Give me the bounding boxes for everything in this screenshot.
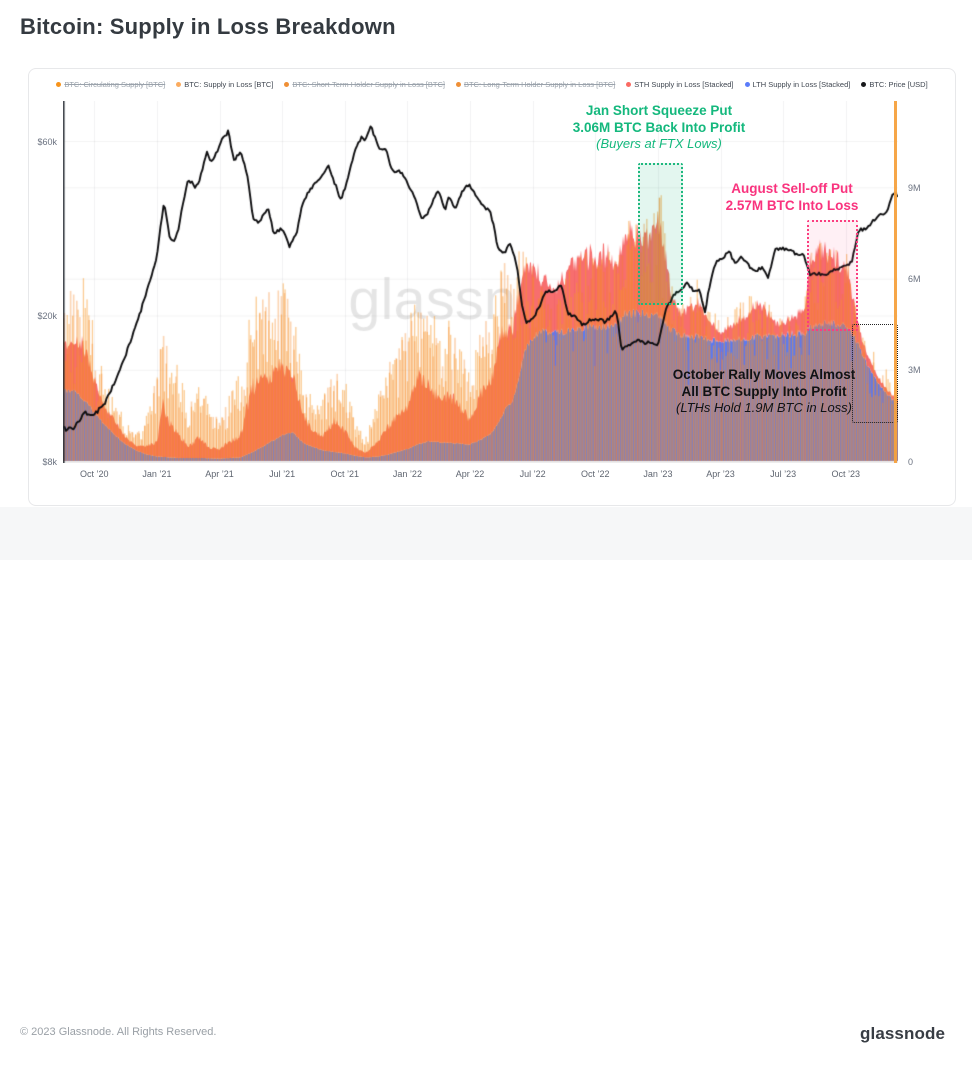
legend-label: BTC: Circulating Supply [BTC] [64, 80, 166, 89]
y-axis-left-price: $60k $20k $8k [29, 101, 59, 467]
legend-item-0[interactable]: BTC: Circulating Supply [BTC] [56, 80, 165, 89]
legend-dot [284, 82, 290, 87]
supply-tick-label: 6M [908, 274, 921, 285]
footer: © 2023 Glassnode. All Rights Reserved. g… [0, 507, 972, 1067]
supply-tick-label: 9M [908, 182, 921, 193]
legend-item-6[interactable]: BTC: Price [USD] [861, 80, 928, 89]
supply-tick-label: 3M [908, 365, 921, 376]
date-tick-label: Apr ’23 [706, 469, 735, 479]
legend-dot [56, 82, 62, 87]
glassnode-wordmark: glassnode [860, 1024, 945, 1043]
date-tick-label: Jul ’23 [770, 469, 797, 479]
price-tick-label: $60k [37, 136, 57, 147]
y-axis-right-supply: 9M 6M 3M 0 [908, 101, 948, 467]
legend-dot [176, 82, 182, 87]
date-tick-label: Oct ’20 [80, 469, 109, 479]
legend-item-5[interactable]: LTH Supply in Loss [Stacked] [744, 80, 851, 89]
copyright-text: © 2023 Glassnode. All Rights Reserved. [20, 1026, 217, 1038]
date-tick-label: Oct ’23 [831, 469, 861, 479]
legend-item-4[interactable]: STH Supply in Loss [Stacked] [626, 80, 734, 89]
latest-value-marker-line [894, 101, 897, 463]
date-tick-label: Jan ’23 [643, 469, 673, 479]
legend-dot [455, 82, 461, 87]
date-tick-label: Oct ’21 [330, 469, 360, 479]
legend-item-3[interactable]: BTC: Long-Term Holder Supply in Loss [BT… [455, 80, 616, 89]
legend-dot [744, 82, 750, 87]
legend-label: BTC: Long-Term Holder Supply in Loss [BT… [463, 80, 616, 89]
legend-dot [861, 82, 867, 87]
date-tick-label: Apr ’21 [205, 469, 234, 479]
supply-tick-label: 0 [908, 456, 914, 467]
legend-label: BTC: Short-Term Holder Supply in Loss [B… [292, 80, 445, 89]
chart-legend: BTC: Circulating Supply [BTC] BTC: Supply… [29, 80, 955, 89]
chart-card: BTC: Circulating Supply [BTC] BTC: Supply… [28, 68, 956, 506]
date-tick-label: Oct ’22 [581, 469, 610, 479]
chart-canvas[interactable] [63, 101, 898, 463]
legend-item-1[interactable]: BTC: Supply in Loss [BTC] [176, 80, 273, 89]
date-tick-label: Jul ’22 [519, 469, 546, 479]
legend-item-2[interactable]: BTC: Short-Term Holder Supply in Loss [B… [284, 80, 445, 89]
date-tick-label: Apr ’22 [455, 469, 485, 479]
legend-label: BTC: Price [USD] [869, 80, 928, 89]
price-tick-label: $8k [42, 457, 57, 467]
date-tick-label: Jul ’21 [269, 469, 296, 479]
x-axis-dates: Oct ’20 Jan ’21 Apr ’21 Jul ’21 Oct ’21 Jan ’… [63, 469, 898, 489]
legend-dot [626, 82, 632, 87]
plot-area: Jan Short Squeeze Put 3.06M BTC Back Int… [63, 101, 898, 463]
page-title: Bitcoin: Supply in Loss Breakdown [20, 14, 396, 39]
legend-label: STH Supply in Loss [Stacked] [634, 80, 734, 89]
legend-label: BTC: Supply in Loss [BTC] [184, 80, 274, 89]
date-tick-label: Jan ’21 [142, 469, 172, 479]
legend-label: LTH Supply in Loss [Stacked] [752, 80, 851, 89]
date-tick-label: Jan ’22 [392, 469, 422, 479]
price-tick-label: $20k [37, 311, 57, 322]
